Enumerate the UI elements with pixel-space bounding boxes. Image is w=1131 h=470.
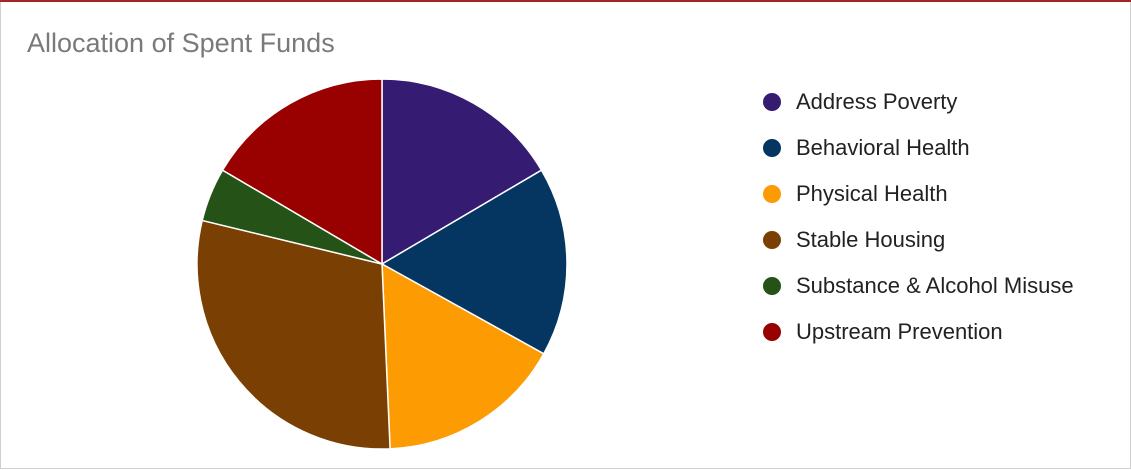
legend-swatch [763, 231, 781, 249]
top-accent-rule [0, 0, 1131, 2]
legend-label: Substance & Alcohol Misuse [796, 273, 1074, 298]
legend-swatch [763, 323, 781, 341]
pie-slice-behavioral-health[interactable] [380, 169, 568, 355]
pie-slice-address-poverty[interactable] [381, 78, 543, 266]
legend-swatch [763, 185, 781, 203]
legend-label: Address Poverty [796, 89, 958, 114]
legend-swatch [763, 139, 781, 157]
legend-item-substance-alcohol-misuse[interactable]: Substance & Alcohol Misuse [763, 263, 1074, 309]
legend-label: Stable Housing [796, 227, 946, 252]
legend-item-address-poverty[interactable]: Address Poverty [763, 79, 1074, 125]
pie-slice-upstream-prevention[interactable] [221, 78, 383, 266]
chart-legend: Address Poverty Behavioral Health Physic… [763, 79, 1074, 355]
legend-item-behavioral-health[interactable]: Behavioral Health [763, 125, 1074, 171]
legend-item-stable-housing[interactable]: Stable Housing [763, 217, 1074, 263]
legend-swatch [763, 277, 781, 295]
legend-item-physical-health[interactable]: Physical Health [763, 171, 1074, 217]
legend-label: Behavioral Health [796, 135, 970, 160]
legend-label: Upstream Prevention [796, 319, 1003, 344]
legend-item-upstream-prevention[interactable]: Upstream Prevention [763, 309, 1074, 355]
legend-swatch [763, 93, 781, 111]
pie-slice-physical-health[interactable] [381, 262, 545, 450]
pie-slice-stable-housing[interactable] [196, 219, 391, 450]
legend-label: Physical Health [796, 181, 948, 206]
chart-title: Allocation of Spent Funds [27, 28, 335, 58]
